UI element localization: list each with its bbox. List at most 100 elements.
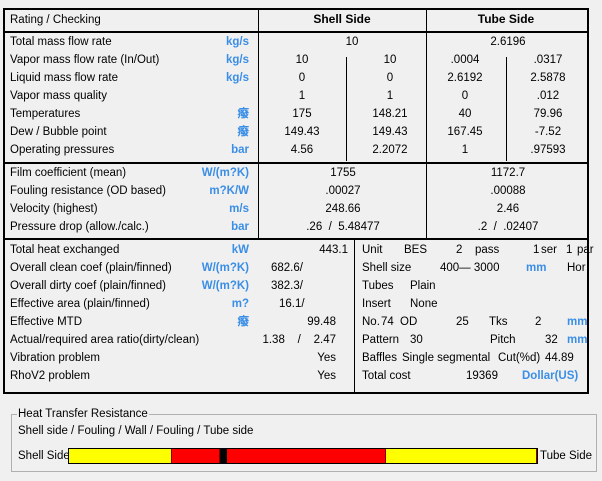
group-title: Heat Transfer Resistance (17, 407, 149, 421)
shell-in-value: 0 (298, 72, 306, 84)
unit-label: W/(m?K) (201, 262, 249, 274)
unit-type: BES (404, 244, 428, 256)
shell-in-value: 1 (298, 90, 306, 102)
unit-label: 癈 (237, 316, 250, 328)
column-divider (258, 8, 259, 239)
unit-label: 癈 (237, 108, 250, 120)
insert: None (410, 298, 438, 310)
unit-label: m?K/W (209, 185, 249, 197)
tube-out-value: 79.96 (533, 108, 563, 120)
tube-in-value: 2.6192 (447, 72, 483, 84)
unit-label: kg/s (225, 36, 249, 48)
tube-out-value: -7.52 (534, 126, 562, 138)
row-label: Velocity (highest) (10, 203, 98, 215)
tube-in-value: 40 (458, 108, 472, 120)
header-divider (3, 31, 587, 33)
tube-out-value: .97593 (530, 144, 566, 156)
pitch-unit: mm (567, 334, 588, 346)
results-table (3, 8, 589, 394)
row-label: Overall dirty coef (plain/finned) (10, 280, 166, 292)
result-value: 443.1 (319, 244, 348, 256)
series: 1 (533, 244, 540, 256)
row-label: Film coefficient (mean) (10, 167, 127, 179)
unit-label: W/(m?K) (201, 167, 249, 179)
row-label: Dew / Bubble point (10, 126, 107, 138)
shell-value: 248.66 (325, 203, 361, 215)
row-label: RhoV2 problem (10, 370, 90, 382)
pitch: 32 (545, 334, 558, 346)
tube-in-value: 167.45 (447, 126, 483, 138)
unit-label: 癈 (237, 126, 250, 138)
result-value: 682.6/ (271, 262, 303, 274)
row-label: Effective area (plain/finned) (10, 298, 150, 310)
shell-out-value: 2.2072 (372, 144, 408, 156)
column-divider (426, 8, 427, 239)
baffles-label: Baffles (362, 352, 397, 364)
cost-label: Total cost (362, 370, 411, 382)
od-label: OD (400, 316, 418, 328)
unit-label: Unit (362, 244, 383, 256)
segment-shell-fouling (171, 449, 220, 463)
shell-out-value: 149.43 (372, 126, 408, 138)
row-label: Liquid mass flow rate (10, 72, 119, 84)
unit-label: bar (231, 221, 249, 233)
result-value: 16.1/ (279, 298, 305, 310)
segment-shell-side (69, 449, 172, 463)
no: 74 (381, 316, 394, 328)
lower-divider (354, 240, 355, 392)
passes: 2 (456, 244, 463, 256)
row-label: Total mass flow rate (10, 36, 112, 48)
tube-in-out-divider (506, 57, 507, 161)
row-label: Total heat exchanged (10, 244, 120, 256)
pitch-label: Pitch (490, 334, 516, 346)
shell-value: .00027 (325, 185, 361, 197)
tube-value: 2.6196 (490, 36, 526, 48)
shell-size-unit: mm (526, 262, 547, 274)
section-divider (3, 162, 587, 164)
shell-in-out-divider (346, 57, 347, 161)
shell-size: 400— 3000 (440, 262, 500, 274)
unit-label: kW (231, 244, 249, 256)
tube-unit: mm (567, 316, 588, 328)
cost: 19369 (466, 370, 498, 382)
shell-size-label: Shell size (362, 262, 412, 274)
no-label: No. (362, 316, 380, 328)
result-value: Yes (317, 370, 336, 382)
unit-label: m? (231, 298, 249, 310)
tube-out-value: .0317 (533, 54, 563, 66)
section-divider (3, 238, 587, 240)
tube-out-value: .012 (536, 90, 560, 102)
heat-transfer-resistance-group (11, 414, 597, 472)
shell-in-value: 4.56 (290, 144, 314, 156)
baffles: Single segmental (402, 352, 491, 364)
tube-in-value: .0004 (450, 54, 480, 66)
resistance-legend: Shell side / Fouling / Wall / Fouling / … (18, 425, 254, 437)
result-value: 382.3/ (271, 280, 303, 292)
result-value: 1.38 / 2.47 (262, 334, 336, 346)
tube-side-header: Tube Side (477, 12, 535, 26)
table-title: Rating / Checking (10, 14, 101, 26)
shell-out-value: 148.21 (372, 108, 408, 120)
pattern: 30 (410, 334, 423, 346)
row-label: Temperatures (10, 108, 81, 120)
resistance-bar (68, 448, 538, 464)
segment-tube-fouling (226, 449, 386, 463)
shell-out-value: 1 (386, 90, 394, 102)
shell-out-value: 10 (383, 54, 397, 66)
tube-side-label: Tube Side (540, 450, 592, 462)
row-label: Pressure drop (allow./calc.) (10, 221, 149, 233)
pattern-label: Pattern (362, 334, 400, 346)
cost-unit: Dollar(US) (522, 370, 579, 382)
row-label: Overall clean coef (plain/finned) (10, 262, 172, 274)
tubes-label: Tubes (362, 280, 394, 292)
segment-tube-side (385, 449, 537, 463)
od: 25 (456, 316, 469, 328)
row-label: Operating pressures (10, 144, 115, 156)
shell-side-label: Shell Side (18, 450, 70, 462)
shell-in-value: 10 (295, 54, 309, 66)
unit-label: kg/s (225, 72, 249, 84)
row-label: Vapor mass quality (10, 90, 107, 102)
tks-label: Tks (489, 316, 508, 328)
row-label: Fouling resistance (OD based) (10, 185, 166, 197)
insert-label: Insert (362, 298, 391, 310)
